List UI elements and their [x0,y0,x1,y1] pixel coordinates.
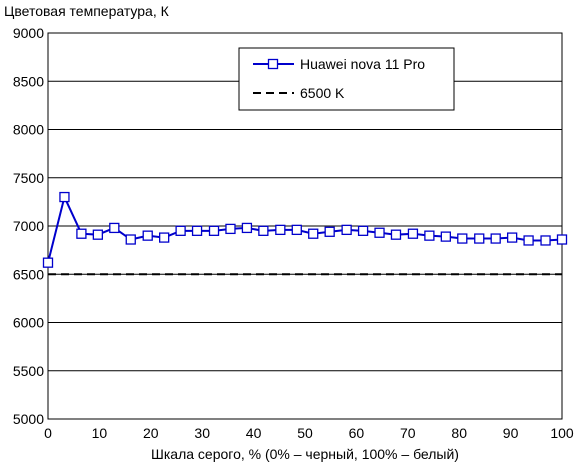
legend-box [238,47,455,111]
series-line-huawei [47,194,563,263]
data-point-30 [540,235,551,246]
data-point-18 [341,224,352,236]
y-tick-label-6000: 6000 [13,315,44,331]
data-point-21 [390,229,402,240]
x-axis-label: Шкала серого, % (0% – черный, 100% – бел… [151,446,459,462]
data-point-12 [241,222,253,234]
legend-label-huawei: Huawei nova 11 Pro [300,56,425,72]
data-point-2 [76,228,87,239]
data-point-4 [109,222,120,234]
y-tick-label-5500: 5500 [13,363,44,379]
y-tick-label-7000: 7000 [13,218,44,234]
plot-area-frame [47,32,563,420]
data-point-6 [142,230,153,241]
x-tick-label-60: 60 [349,425,365,441]
data-point-11 [225,223,236,235]
data-point-25 [457,233,468,244]
data-point-8 [175,225,186,236]
data-point-20 [374,227,385,238]
data-point-14 [275,224,286,236]
y-tick-label-9000: 9000 [13,25,44,41]
data-point-7 [159,232,170,243]
y-tick-label-6500: 6500 [13,266,44,282]
y-tick-label-8500: 8500 [13,73,44,89]
data-point-24 [440,231,451,242]
data-point-28 [506,232,518,243]
x-tick-label-30: 30 [194,425,210,441]
legend: Huawei nova 11 Pro 6500 K [238,47,455,111]
data-point-9 [191,225,203,236]
x-tick-label-100: 100 [550,425,574,441]
x-tick-label-80: 80 [451,425,467,441]
x-tick-label-90: 90 [503,425,519,441]
data-point-23 [424,230,435,241]
x-tick-label-40: 40 [246,425,262,441]
x-tick-label-50: 50 [297,425,313,441]
y-axis-tick-labels: 5000 5500 6000 6500 7000 7500 8000 8500 9000 [13,25,44,427]
y-tick-label-8000: 8000 [13,122,44,138]
data-point-31 [556,234,568,245]
chart-title: Цветовая температура, К [4,3,170,19]
y-tick-label-5000: 5000 [13,411,44,427]
data-point-29 [523,235,534,246]
data-point-17 [324,226,335,237]
data-point-13 [258,225,269,236]
data-point-10 [208,225,220,236]
data-point-5 [125,234,136,245]
y-tick-label-7500: 7500 [13,170,44,186]
data-point-3 [92,229,104,240]
data-point-22 [407,228,419,239]
data-point-1 [59,191,70,203]
x-tick-label-10: 10 [92,425,108,441]
legend-marker-huawei [267,58,279,70]
legend-label-6500k: 6500 K [300,85,345,101]
data-point-27 [490,233,501,244]
x-tick-label-0: 0 [44,425,52,441]
data-point-16 [308,228,319,239]
data-point-15 [291,224,302,236]
data-point-19 [357,225,369,236]
data-point-0 [42,257,54,268]
series-line-layer [47,194,563,263]
x-tick-label-70: 70 [400,425,416,441]
x-axis-tick-labels: 0 10 20 30 40 50 60 70 80 90 100 [44,425,574,441]
data-point-26 [474,233,485,244]
x-tick-label-20: 20 [143,425,159,441]
series-markers [42,191,568,268]
